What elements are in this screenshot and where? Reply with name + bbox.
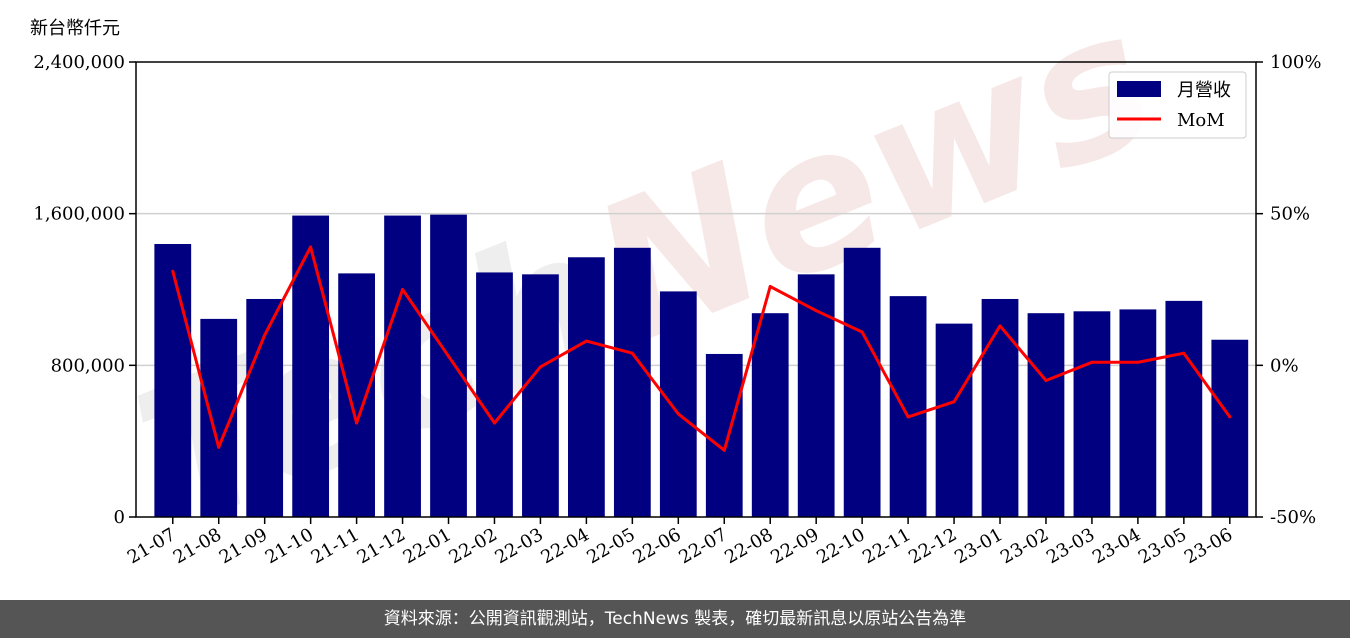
mom-point-22-08: [768, 284, 772, 288]
bar-21-12: [384, 215, 421, 517]
mom-point-22-01: [447, 354, 451, 358]
mom-point-21-10: [309, 245, 313, 249]
legend-swatch-bar: [1117, 81, 1161, 97]
right-tick-label: 0%: [1270, 355, 1299, 376]
bar-22-07: [705, 353, 743, 517]
mom-line: [171, 245, 1232, 452]
mom-point-22-06: [676, 412, 680, 416]
x-tick-label-23-02: 23-02: [997, 524, 1052, 568]
bar-21-11: [338, 273, 375, 517]
bar-22-12: [935, 323, 973, 517]
right-tick-label: 100%: [1270, 52, 1321, 73]
x-tick-label-22-11: 22-11: [859, 524, 914, 568]
bar-22-05: [613, 247, 651, 517]
x-tick-label-23-04: 23-04: [1089, 524, 1144, 568]
x-tick-label-22-01: 22-01: [400, 524, 455, 568]
bar-22-11: [889, 296, 927, 517]
bar-22-04: [568, 257, 605, 517]
plot-frame: [135, 61, 1257, 518]
mom-point-21-08: [217, 445, 221, 449]
mom-point-22-05: [630, 351, 634, 355]
right-tick-label: 50%: [1270, 204, 1310, 225]
x-tick-label-23-05: 23-05: [1135, 524, 1190, 568]
x-tick-label-23-06: 23-06: [1181, 524, 1236, 568]
chart: Tech News 新台幣仟元 0800,0001,600,0002,400,0…: [30, 0, 1321, 571]
left-tick-label: 2,400,000: [33, 52, 125, 73]
bar-23-04: [1119, 309, 1157, 517]
bar-21-07: [154, 244, 192, 517]
right-tick-label: -50%: [1270, 507, 1316, 528]
x-tick-label-22-03: 22-03: [491, 524, 546, 568]
x-tick-label-22-05: 22-05: [583, 524, 638, 568]
bar-22-02: [476, 272, 513, 517]
x-tick-label-21-07: 21-07: [124, 524, 179, 568]
legend: 月營收 MoM: [1108, 71, 1247, 139]
mom-point-22-11: [906, 415, 910, 419]
mom-point-22-04: [584, 339, 588, 343]
mom-point-22-10: [860, 330, 864, 334]
x-tick-label-22-12: 22-12: [905, 524, 960, 568]
bar-22-10: [843, 247, 881, 517]
mom-point-23-03: [1090, 360, 1094, 364]
legend-label-bar: 月營收: [1177, 80, 1231, 101]
bar-23-02: [1027, 313, 1065, 517]
source-footer: 資料來源：公開資訊觀測站，TechNews 製表，確切最新訊息以原站公告為準: [0, 600, 1350, 638]
left-tick-label: 1,600,000: [33, 204, 125, 225]
mom-point-22-12: [952, 400, 956, 404]
mom-point-21-11: [355, 421, 359, 425]
mom-point-21-09: [263, 333, 267, 337]
mom-point-22-02: [492, 421, 496, 425]
left-tick-label: 0: [114, 507, 125, 528]
bar-22-01: [430, 214, 467, 518]
mom-point-23-05: [1182, 351, 1186, 355]
mom-point-23-02: [1044, 379, 1048, 382]
x-tick-label-22-08: 22-08: [721, 524, 776, 568]
mom-point-23-01: [998, 324, 1002, 328]
left-tick-label: 800,000: [51, 355, 125, 376]
bar-22-06: [659, 291, 697, 517]
mom-point-22-03: [538, 365, 542, 369]
x-tick-label-22-04: 22-04: [537, 524, 592, 568]
mom-point-21-07: [171, 269, 175, 273]
mom-point-23-04: [1136, 360, 1140, 364]
bar-23-03: [1073, 311, 1111, 517]
x-tick-label-23-03: 23-03: [1043, 524, 1098, 568]
x-tick-label-22-09: 22-09: [767, 524, 822, 568]
mom-point-22-07: [722, 448, 726, 452]
bar-23-05: [1165, 300, 1203, 517]
x-tick-label-21-11: 21-11: [308, 524, 363, 568]
mom-point-23-06: [1228, 415, 1232, 419]
x-tick-label-23-01: 23-01: [951, 524, 1006, 568]
x-tick-label-22-06: 22-06: [629, 524, 684, 568]
bar-23-06: [1211, 339, 1249, 517]
bar-23-01: [981, 298, 1019, 517]
bar-21-10: [292, 215, 330, 517]
mom-point-22-09: [814, 309, 818, 313]
x-tick-label-22-10: 22-10: [813, 524, 868, 568]
bar-21-09: [246, 298, 284, 517]
mom-point-21-12: [401, 288, 405, 291]
left-axis-unit-label: 新台幣仟元: [30, 18, 120, 39]
bar-22-08: [751, 313, 789, 517]
x-tick-label-22-07: 22-07: [675, 524, 730, 568]
x-tick-label-21-12: 21-12: [354, 524, 409, 568]
x-tick-label-22-02: 22-02: [446, 524, 501, 568]
legend-label-line: MoM: [1177, 110, 1225, 131]
bar-22-03: [522, 274, 559, 517]
